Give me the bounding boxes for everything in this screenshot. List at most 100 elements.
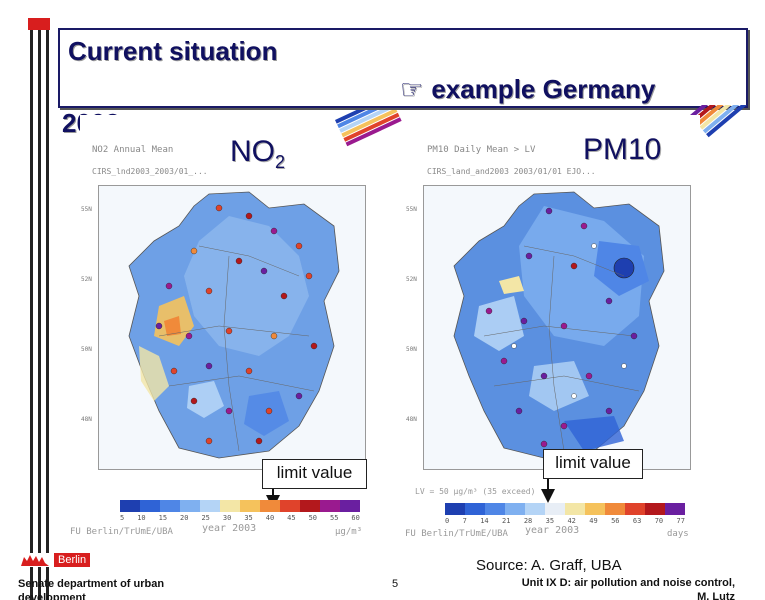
unit-credit-line2: M. Lutz bbox=[697, 591, 735, 600]
scale-swatch bbox=[140, 500, 160, 512]
scale-swatch bbox=[445, 503, 465, 515]
axis-tick: 52N bbox=[81, 276, 92, 283]
no2-label: NO2 bbox=[230, 135, 286, 172]
axis-tick: 48N bbox=[81, 416, 92, 423]
scale-swatch bbox=[180, 500, 200, 512]
axis-tick: 55N bbox=[81, 206, 92, 213]
pm10-limit-arrow-stem bbox=[547, 479, 549, 491]
no2-map-header: NO2 Annual Mean bbox=[92, 145, 174, 155]
scale-swatch bbox=[320, 500, 340, 512]
no2-map-frame: 55N 52N 50N 48N bbox=[81, 185, 366, 470]
scale-swatch bbox=[625, 503, 645, 515]
department-name: Senate department of urban development bbox=[18, 578, 165, 600]
scale-swatch bbox=[645, 503, 665, 515]
berlin-logo-text: Berlin bbox=[54, 553, 91, 567]
pm10-footer-credit: FU Berlin/TrUmE/UBA bbox=[405, 529, 508, 539]
no2-color-fan bbox=[335, 110, 402, 147]
scale-tick-label: 45 bbox=[287, 514, 296, 522]
no2-footer-unit: µg/m³ bbox=[335, 527, 363, 537]
scale-tick-label: 25 bbox=[201, 514, 210, 522]
scale-tick-label: 30 bbox=[222, 514, 232, 522]
no2-scale-labels: 5 10 15 20 25 30 35 40 45 50 55 60 bbox=[120, 514, 360, 522]
scale-swatch bbox=[505, 503, 525, 515]
pm10-scale-labels: 0 7 14 21 28 35 42 49 56 63 70 77 bbox=[445, 517, 685, 525]
scale-tick-label: 35 bbox=[545, 517, 555, 525]
slide-title: Current situation bbox=[68, 36, 278, 66]
scale-tick-label: 14 bbox=[480, 517, 489, 525]
pm10-lv-note: LV = 50 µg/m³ (35 exceed) bbox=[415, 487, 536, 496]
scale-tick-label: 35 bbox=[244, 514, 253, 522]
axis-tick: 52N bbox=[406, 276, 417, 283]
no2-germany-map bbox=[128, 191, 340, 459]
scale-tick-label: 77 bbox=[676, 517, 685, 525]
axis-tick: 48N bbox=[406, 416, 417, 423]
no2-footer-year: year 2003 bbox=[202, 523, 257, 534]
pm10-map-header: PM10 Daily Mean > LV bbox=[427, 145, 536, 155]
scale-swatch bbox=[665, 503, 685, 515]
unit-credit: Unit IX D: air pollution and noise contr… bbox=[435, 576, 735, 600]
scale-tick-label: 15 bbox=[158, 514, 168, 522]
scale-tick-label: 49 bbox=[589, 517, 598, 525]
scale-tick-label: 0 bbox=[445, 517, 450, 525]
scale-tick-label: 28 bbox=[523, 517, 533, 525]
unit-credit-line1: Unit IX D: air pollution and noise contr… bbox=[521, 577, 735, 589]
decor-bar bbox=[38, 30, 41, 600]
berlin-bear-icon bbox=[18, 553, 52, 567]
axis-tick: 55N bbox=[406, 206, 417, 213]
no2-color-scale bbox=[120, 500, 360, 512]
scale-tick-label: 55 bbox=[330, 514, 339, 522]
page-number: 5 bbox=[392, 578, 399, 590]
pm10-germany-map bbox=[453, 191, 665, 459]
scale-tick-label: 60 bbox=[351, 514, 360, 522]
pointing-hand-icon: ☞ bbox=[400, 75, 424, 105]
no2-limit-arrow-stem bbox=[272, 489, 274, 497]
no2-footer-credit: FU Berlin/TrUmE/UBA bbox=[70, 527, 173, 537]
scale-swatch bbox=[300, 500, 320, 512]
no2-map-subheader: CIRS_lnd2003_2003/01_... bbox=[92, 167, 208, 176]
scale-swatch bbox=[120, 500, 140, 512]
scale-tick-label: 21 bbox=[502, 517, 511, 525]
slide-subtitle: ☞ example Germany bbox=[400, 74, 656, 105]
pm10-color-fan bbox=[690, 105, 755, 138]
berlin-logo: Berlin bbox=[18, 551, 91, 569]
scale-tick-label: 70 bbox=[654, 517, 664, 525]
source-credit: Source: A. Graff, UBA bbox=[476, 557, 622, 574]
scale-tick-label: 20 bbox=[180, 514, 189, 522]
scale-swatch bbox=[280, 500, 300, 512]
scale-swatch bbox=[260, 500, 280, 512]
pm10-map-subheader: CIRS_land_and2003 2003/01/01 EJO... bbox=[427, 167, 596, 176]
no2-limit-value-callout: limit value bbox=[262, 459, 367, 489]
scale-swatch bbox=[585, 503, 605, 515]
scale-swatch bbox=[465, 503, 485, 515]
pm10-footer-year: year 2003 bbox=[525, 525, 580, 536]
scale-swatch bbox=[220, 500, 240, 512]
scale-swatch bbox=[565, 503, 585, 515]
scale-swatch bbox=[200, 500, 220, 512]
pm10-color-scale bbox=[445, 503, 685, 515]
scale-tick-label: 63 bbox=[632, 517, 642, 525]
pm10-footer-unit: days bbox=[667, 529, 689, 539]
scale-swatch bbox=[545, 503, 565, 515]
scale-tick-label: 40 bbox=[265, 514, 275, 522]
pm10-label: PM10 bbox=[583, 133, 662, 166]
scale-tick-label: 7 bbox=[462, 517, 467, 525]
scale-swatch bbox=[240, 500, 260, 512]
title-frame bbox=[58, 28, 748, 108]
decor-red-block bbox=[28, 18, 50, 30]
axis-tick: 50N bbox=[81, 346, 92, 353]
scale-tick-label: 10 bbox=[137, 514, 146, 522]
decor-bar bbox=[46, 30, 49, 600]
scale-tick-label: 50 bbox=[308, 514, 318, 522]
pm10-limit-arrow bbox=[541, 489, 555, 503]
pm10-limit-value-callout: limit value bbox=[543, 449, 643, 479]
scale-swatch bbox=[485, 503, 505, 515]
scale-swatch bbox=[605, 503, 625, 515]
scale-tick-label: 42 bbox=[567, 517, 576, 525]
scale-swatch bbox=[340, 500, 360, 512]
scale-swatch bbox=[525, 503, 545, 515]
scale-swatch bbox=[160, 500, 180, 512]
axis-tick: 50N bbox=[406, 346, 417, 353]
pm10-map-frame: 55N 52N 50N 48N bbox=[406, 185, 691, 470]
scale-tick-label: 56 bbox=[611, 517, 620, 525]
